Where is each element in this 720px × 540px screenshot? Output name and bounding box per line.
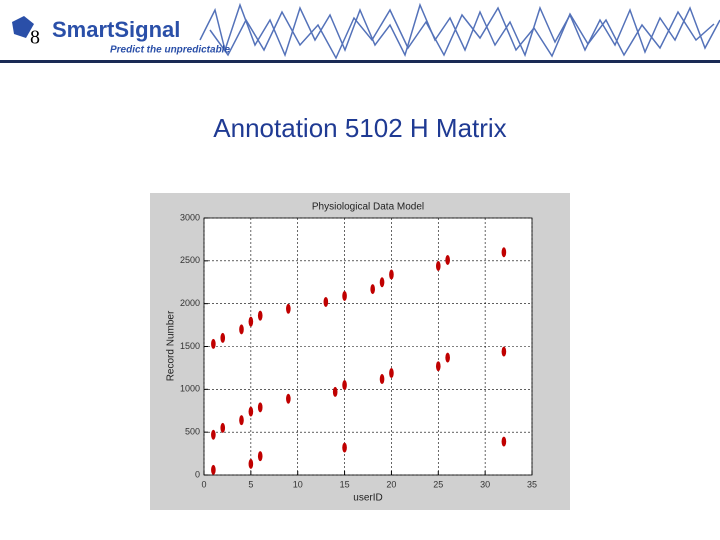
y-axis-label: Record Number <box>166 310 177 381</box>
header-waveform <box>199 2 720 60</box>
point <box>211 338 216 349</box>
point <box>220 332 226 343</box>
point <box>342 290 347 301</box>
point <box>435 361 441 372</box>
point <box>379 277 385 288</box>
point <box>211 429 216 440</box>
point <box>379 374 385 385</box>
point <box>286 393 291 404</box>
point <box>389 368 394 379</box>
point <box>257 310 263 321</box>
point <box>257 402 263 413</box>
point <box>323 296 329 307</box>
point <box>501 346 507 357</box>
y-tick-label: 1500 <box>180 341 200 351</box>
point <box>342 442 347 453</box>
point <box>239 324 244 335</box>
point <box>211 464 216 475</box>
point <box>501 436 507 447</box>
point <box>332 386 338 397</box>
tagline: Predict the unpredictable <box>110 45 230 56</box>
point <box>445 352 450 363</box>
y-tick-label: 2500 <box>180 255 200 265</box>
point <box>248 458 254 469</box>
chart-title: Physiological Data Model <box>312 202 424 213</box>
y-tick-label: 500 <box>185 427 200 437</box>
y-tick-label: 1000 <box>180 384 200 394</box>
point <box>248 406 254 417</box>
x-tick-label: 0 <box>201 479 206 489</box>
slide-number: 8 <box>30 27 40 49</box>
x-axis-label: userID <box>353 493 382 504</box>
logo: SmartSignal <box>52 17 180 42</box>
point <box>445 254 450 265</box>
point <box>286 303 291 314</box>
x-tick-label: 30 <box>480 479 490 489</box>
point <box>220 422 226 433</box>
y-tick-label: 2000 <box>180 298 200 308</box>
y-tick-label: 0 <box>195 469 200 479</box>
point <box>389 269 394 280</box>
logo-mark <box>12 16 34 38</box>
point <box>248 316 254 327</box>
point <box>370 284 375 295</box>
x-tick-label: 15 <box>340 479 350 489</box>
x-tick-label: 10 <box>293 479 303 489</box>
point <box>501 247 507 258</box>
point <box>239 415 244 426</box>
x-tick-label: 25 <box>433 479 443 489</box>
point <box>342 380 347 391</box>
point <box>435 260 441 271</box>
x-tick-label: 20 <box>386 479 396 489</box>
x-tick-label: 35 <box>527 479 537 489</box>
slide-title: Annotation 5102 H Matrix <box>213 113 506 143</box>
y-tick-label: 3000 <box>180 212 200 222</box>
header-rule <box>0 60 720 63</box>
point <box>257 451 263 462</box>
x-tick-label: 5 <box>248 479 253 489</box>
plot: 0 5 10 15 20 25 30 35 0 500 1000 1500 2000 2500 3000 <box>180 212 537 489</box>
